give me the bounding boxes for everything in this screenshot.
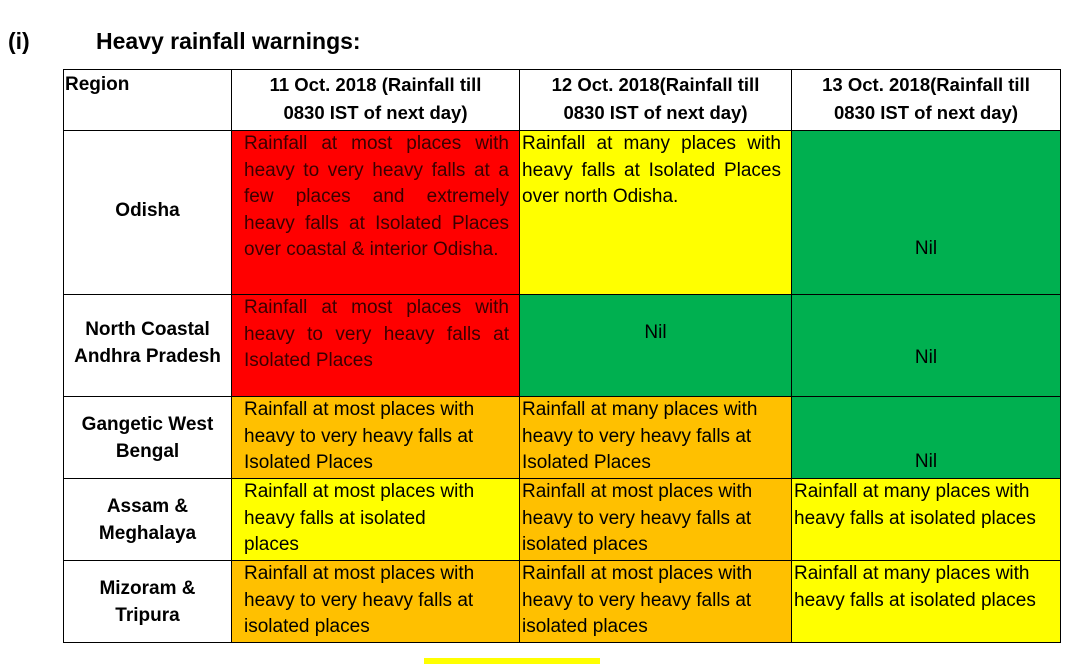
region-name-line2: Andhra Pradesh xyxy=(74,346,221,367)
table-row: North Coastal Andhra Pradesh Rainfall at… xyxy=(63,294,1061,397)
region-name-line1: North Coastal xyxy=(85,319,210,340)
warning-cell-day1: Rainfall at most places with heavy to ve… xyxy=(231,130,520,295)
header-row: Region 11 Oct. 2018 (Rainfall till 0830 … xyxy=(63,69,1061,131)
warning-text: Rainfall at most places with heavy to ve… xyxy=(244,399,475,473)
warning-cell-day2: Nil xyxy=(519,294,792,397)
warning-text: Rainfall at most places with heavy to ve… xyxy=(244,563,475,637)
section-number: (i) xyxy=(8,28,30,54)
region-name-line1: Mizoram & xyxy=(99,577,196,599)
header-day1-line1: 11 Oct. 2018 (Rainfall till xyxy=(269,74,482,95)
warning-cell-day3: Rainfall at many places with heavy falls… xyxy=(791,560,1061,643)
table-row: Assam & Meghalaya Rainfall at most place… xyxy=(63,478,1061,561)
warning-cell-day3: Nil xyxy=(791,130,1061,295)
warning-text: Rainfall at most places with heavy to ve… xyxy=(244,133,509,260)
header-day2: 12 Oct. 2018(Rainfall till 0830 IST of n… xyxy=(519,69,792,131)
warning-text: Rainfall at many places with heavy falls… xyxy=(794,563,1036,611)
header-day3: 13 Oct. 2018(Rainfall till 0830 IST of n… xyxy=(791,69,1061,131)
warning-text: Rainfall at most places with heavy falls… xyxy=(244,481,475,555)
warning-cell-day2: Rainfall at most places with heavy to ve… xyxy=(519,560,792,643)
region-name-line2: Tripura xyxy=(115,604,180,626)
region-name-line1: Gangetic West xyxy=(81,413,214,435)
warning-text: Nil xyxy=(914,347,938,368)
warning-cell-day1: Rainfall at most places with heavy to ve… xyxy=(231,396,520,479)
header-day2-line1: 12 Oct. 2018(Rainfall till xyxy=(551,74,760,95)
header-day1-line2: 0830 IST of next day) xyxy=(283,102,468,123)
warning-text: Nil xyxy=(644,322,667,343)
warning-text: Nil xyxy=(914,451,938,472)
warning-text: Rainfall at most places with heavy to ve… xyxy=(522,481,753,555)
region-name-line1: Assam & xyxy=(106,495,189,517)
region-cell: Assam & Meghalaya xyxy=(63,478,232,561)
warning-cell-day1: Rainfall at most places with heavy falls… xyxy=(231,478,520,561)
table-row: Gangetic West Bengal Rainfall at most pl… xyxy=(63,396,1061,479)
region-cell: Odisha xyxy=(63,130,232,295)
warning-cell-day1: Rainfall at most places with heavy to ve… xyxy=(231,560,520,643)
header-day3-line2: 0830 IST of next day) xyxy=(833,102,1019,123)
warning-cell-day3: Nil xyxy=(791,294,1061,397)
warning-cell-day1: Rainfall at most places with heavy to ve… xyxy=(231,294,520,397)
region-cell: Mizoram & Tripura xyxy=(63,560,232,643)
rainfall-warnings-table: Region 11 Oct. 2018 (Rainfall till 0830 … xyxy=(63,69,1061,643)
region-name-line2: Meghalaya xyxy=(98,522,197,544)
header-day2-line2: 0830 IST of next day) xyxy=(563,102,748,123)
section-title: Heavy rainfall warnings: xyxy=(96,28,361,54)
warning-text: Rainfall at many places with heavy falls… xyxy=(522,133,781,207)
header-region: Region xyxy=(63,69,232,131)
table-row: Mizoram & Tripura Rainfall at most place… xyxy=(63,560,1061,643)
region-cell: Gangetic West Bengal xyxy=(63,396,232,479)
warning-cell-day3: Nil xyxy=(791,396,1061,479)
warning-text: Rainfall at many places with heavy falls… xyxy=(794,481,1036,529)
region-cell: North Coastal Andhra Pradesh xyxy=(63,294,232,397)
warning-text: Nil xyxy=(914,238,938,259)
header-day1: 11 Oct. 2018 (Rainfall till 0830 IST of … xyxy=(231,69,520,131)
warning-text: Rainfall at most places with heavy to ve… xyxy=(522,563,753,637)
warning-cell-day3: Rainfall at many places with heavy falls… xyxy=(791,478,1061,561)
warning-cell-day2: Rainfall at many places with heavy to ve… xyxy=(519,396,792,479)
warning-cell-day2: Rainfall at many places with heavy falls… xyxy=(519,130,792,295)
header-day3-line1: 13 Oct. 2018(Rainfall till xyxy=(822,74,1030,95)
warning-text: Rainfall at most places with heavy to ve… xyxy=(244,297,509,371)
highlight-bar xyxy=(424,658,600,664)
region-name-line2: Bengal xyxy=(115,440,180,462)
warning-cell-day2: Rainfall at most places with heavy to ve… xyxy=(519,478,792,561)
region-name: Odisha xyxy=(115,200,180,221)
table-row: Odisha Rainfall at most places with heav… xyxy=(63,130,1061,295)
warning-text: Rainfall at many places with heavy to ve… xyxy=(522,399,758,473)
